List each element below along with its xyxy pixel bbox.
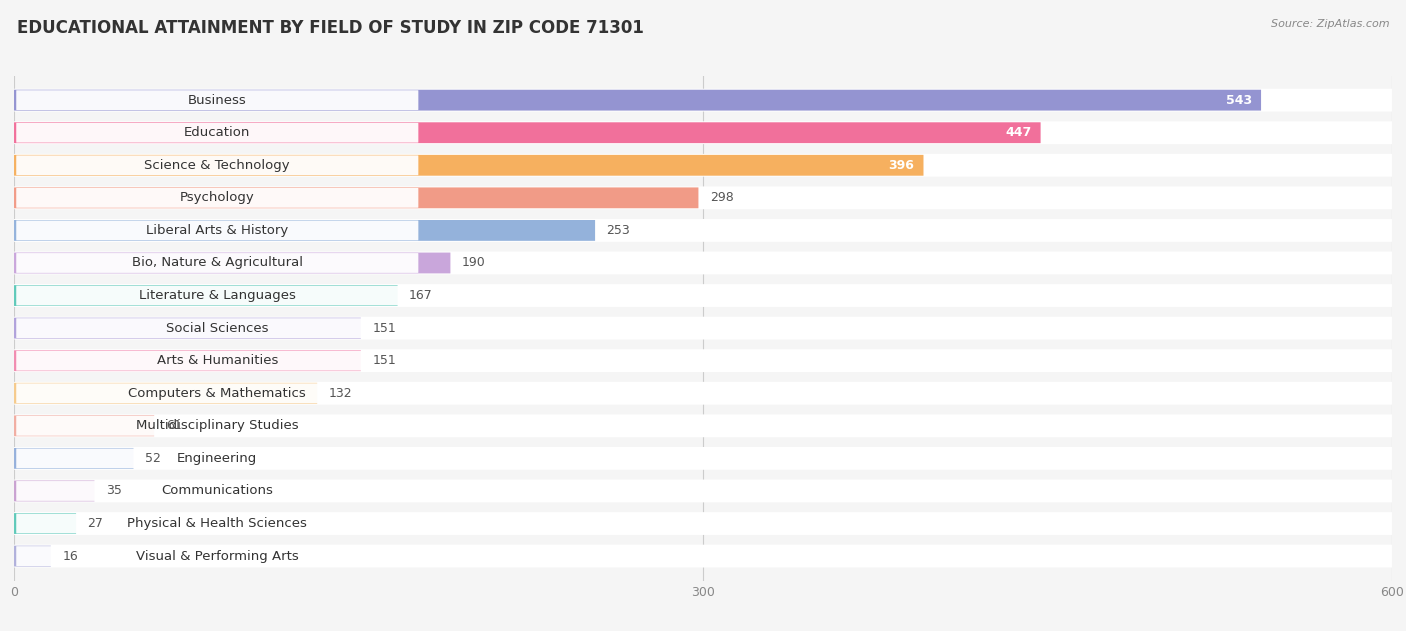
Text: Source: ZipAtlas.com: Source: ZipAtlas.com — [1271, 19, 1389, 29]
FancyBboxPatch shape — [14, 284, 1392, 307]
FancyBboxPatch shape — [14, 285, 398, 306]
FancyBboxPatch shape — [17, 155, 419, 175]
Text: 167: 167 — [409, 289, 433, 302]
Text: Psychology: Psychology — [180, 191, 254, 204]
Text: 298: 298 — [710, 191, 734, 204]
FancyBboxPatch shape — [14, 317, 361, 339]
FancyBboxPatch shape — [17, 253, 419, 273]
FancyBboxPatch shape — [17, 481, 419, 501]
FancyBboxPatch shape — [17, 416, 419, 436]
Text: 35: 35 — [105, 485, 122, 497]
FancyBboxPatch shape — [14, 350, 361, 371]
FancyBboxPatch shape — [17, 220, 419, 240]
Text: 543: 543 — [1226, 93, 1251, 107]
Text: 447: 447 — [1005, 126, 1032, 139]
FancyBboxPatch shape — [17, 546, 419, 566]
Text: Communications: Communications — [162, 485, 273, 497]
Text: EDUCATIONAL ATTAINMENT BY FIELD OF STUDY IN ZIP CODE 71301: EDUCATIONAL ATTAINMENT BY FIELD OF STUDY… — [17, 19, 644, 37]
Text: 52: 52 — [145, 452, 160, 465]
FancyBboxPatch shape — [14, 513, 76, 534]
FancyBboxPatch shape — [14, 187, 699, 208]
FancyBboxPatch shape — [17, 318, 419, 338]
FancyBboxPatch shape — [17, 188, 419, 208]
FancyBboxPatch shape — [14, 220, 595, 241]
Text: 132: 132 — [329, 387, 353, 400]
Text: Bio, Nature & Agricultural: Bio, Nature & Agricultural — [132, 256, 302, 269]
FancyBboxPatch shape — [14, 252, 450, 273]
FancyBboxPatch shape — [14, 415, 1392, 437]
FancyBboxPatch shape — [14, 383, 318, 404]
FancyBboxPatch shape — [14, 155, 924, 175]
Text: 253: 253 — [606, 224, 630, 237]
FancyBboxPatch shape — [17, 514, 419, 533]
FancyBboxPatch shape — [14, 481, 94, 502]
Text: Multidisciplinary Studies: Multidisciplinary Studies — [136, 420, 298, 432]
FancyBboxPatch shape — [17, 90, 419, 110]
Text: 190: 190 — [463, 256, 485, 269]
Text: 396: 396 — [889, 159, 914, 172]
FancyBboxPatch shape — [14, 382, 1392, 404]
FancyBboxPatch shape — [14, 122, 1040, 143]
Text: Science & Technology: Science & Technology — [145, 159, 290, 172]
FancyBboxPatch shape — [14, 90, 1261, 110]
FancyBboxPatch shape — [17, 384, 419, 403]
FancyBboxPatch shape — [17, 286, 419, 305]
FancyBboxPatch shape — [14, 252, 1392, 274]
Text: 151: 151 — [373, 354, 396, 367]
Text: Business: Business — [188, 93, 246, 107]
FancyBboxPatch shape — [17, 351, 419, 370]
FancyBboxPatch shape — [17, 449, 419, 468]
Text: Arts & Humanities: Arts & Humanities — [156, 354, 278, 367]
FancyBboxPatch shape — [17, 123, 419, 143]
FancyBboxPatch shape — [14, 447, 1392, 470]
FancyBboxPatch shape — [14, 317, 1392, 339]
Text: Literature & Languages: Literature & Languages — [139, 289, 295, 302]
Text: 151: 151 — [373, 322, 396, 334]
FancyBboxPatch shape — [14, 415, 155, 436]
FancyBboxPatch shape — [14, 186, 1392, 209]
FancyBboxPatch shape — [14, 121, 1392, 144]
Text: Social Sciences: Social Sciences — [166, 322, 269, 334]
FancyBboxPatch shape — [14, 154, 1392, 177]
FancyBboxPatch shape — [14, 219, 1392, 242]
FancyBboxPatch shape — [14, 512, 1392, 535]
Text: Education: Education — [184, 126, 250, 139]
FancyBboxPatch shape — [14, 89, 1392, 112]
Text: Computers & Mathematics: Computers & Mathematics — [128, 387, 307, 400]
FancyBboxPatch shape — [14, 545, 1392, 567]
FancyBboxPatch shape — [14, 480, 1392, 502]
Text: Liberal Arts & History: Liberal Arts & History — [146, 224, 288, 237]
Text: Visual & Performing Arts: Visual & Performing Arts — [136, 550, 298, 563]
Text: Physical & Health Sciences: Physical & Health Sciences — [128, 517, 308, 530]
Text: 16: 16 — [62, 550, 79, 563]
Text: 61: 61 — [166, 420, 181, 432]
Text: Engineering: Engineering — [177, 452, 257, 465]
FancyBboxPatch shape — [14, 350, 1392, 372]
Text: 27: 27 — [87, 517, 104, 530]
FancyBboxPatch shape — [14, 448, 134, 469]
FancyBboxPatch shape — [14, 546, 51, 567]
